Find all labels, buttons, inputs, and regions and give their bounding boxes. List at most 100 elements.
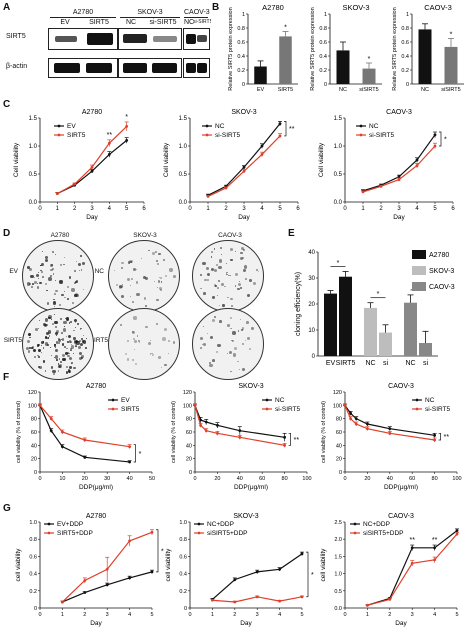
panel-label-e: E (288, 228, 295, 239)
chart-title: CAOV-3 (424, 3, 452, 12)
colony-dot (68, 340, 72, 343)
x-tick-label: 100 (302, 476, 311, 482)
colony-dot (64, 296, 66, 299)
colony-dot (230, 328, 232, 330)
colony-dot (44, 283, 47, 286)
legend-label: NC (275, 397, 285, 404)
colony-dot (52, 301, 57, 305)
x-tick-label: 2 (379, 206, 383, 212)
colony-dot (48, 316, 50, 319)
x-tick-label: 100 (452, 476, 461, 482)
colony-dot (83, 288, 85, 291)
colony-dot (30, 285, 33, 288)
colony-dot (234, 285, 237, 288)
blot-band-box-sirt5-a2780 (48, 28, 118, 50)
data-point (278, 122, 282, 125)
data-point (397, 175, 401, 179)
colony-dot (35, 274, 39, 278)
colony-dot (80, 354, 84, 358)
colony-dot (226, 271, 228, 274)
data-point (455, 532, 459, 536)
significance-mark: * (368, 56, 371, 63)
x-tick-label: 3 (397, 206, 401, 212)
colony-dot (240, 257, 244, 261)
y-tick-label: 1.0 (179, 520, 187, 526)
legend-marker (359, 133, 363, 137)
y-tick-label: 0.8 (29, 537, 37, 543)
significance-mark: ** (107, 132, 113, 139)
colony-dot (78, 356, 82, 360)
colony-dot (47, 330, 52, 334)
colony-dot (31, 346, 35, 349)
colony-dot (217, 287, 219, 289)
data-point (73, 182, 77, 186)
colony-dot (74, 282, 76, 285)
x-tick-label: 4 (260, 206, 264, 212)
y-tick-label: 0.2 (179, 589, 187, 595)
data-point (61, 430, 64, 434)
legend-marker (57, 124, 61, 128)
legend-marker (205, 133, 209, 137)
colony-dot (156, 298, 159, 302)
colony-dot (212, 318, 216, 322)
colony-dot (54, 305, 56, 307)
colony-dot (239, 286, 242, 289)
colony-dot (156, 286, 159, 289)
significance-bracket (284, 121, 287, 137)
colony-dot (67, 334, 72, 339)
x-axis-label: DDP(μg/ml) (79, 484, 113, 491)
y-tick-label: 0.2 (401, 68, 409, 74)
y-tick-label: 20 (31, 457, 37, 463)
colony-dot (158, 252, 161, 256)
data-point (83, 591, 87, 594)
x-tick-label: 0 (38, 206, 42, 212)
panel-label-g: G (3, 503, 11, 514)
x-tick-label: 0 (188, 612, 191, 618)
colony-dot (63, 325, 66, 328)
colony-dot (42, 346, 45, 349)
colony-dot (78, 340, 80, 343)
colony-dot (48, 315, 52, 319)
dish-row-label-sisirt5: siSIRT5 (85, 337, 108, 344)
colony-dot (113, 270, 115, 272)
colony-dot (137, 339, 141, 343)
colony-dot (119, 285, 123, 289)
data-point (260, 144, 264, 148)
colony-dot (121, 261, 124, 265)
significance-mark: * (444, 137, 447, 144)
x-tick-label: 3 (106, 612, 109, 618)
colony-dot (216, 294, 219, 297)
x-axis-label: Day (395, 620, 407, 627)
colony-dot (53, 356, 55, 358)
y-tick-label: 10 (308, 328, 315, 334)
colony-dot (131, 358, 135, 362)
data-point (366, 422, 369, 426)
legend-label: NC (425, 397, 435, 404)
significance-mark: ** (409, 537, 415, 544)
colony-dot (247, 336, 251, 340)
y-tick-label: 1.0 (334, 144, 343, 150)
legend-label: SKOV-3 (429, 268, 454, 275)
colony-dot (54, 343, 56, 346)
colony-dot (155, 251, 158, 254)
significance-mark: * (161, 548, 164, 555)
y-tick-label: 0.6 (29, 554, 37, 560)
colony-dot (75, 345, 77, 347)
data-point (193, 403, 197, 407)
colony-dot (147, 342, 151, 346)
colony-dot (234, 250, 236, 252)
legend-label: si-SIRT5 (369, 132, 395, 139)
y-tick-label: 0.6 (401, 40, 409, 46)
colony-dot (70, 363, 73, 365)
colony-dot (150, 340, 152, 342)
legend-marker (415, 407, 419, 411)
colony-dot (62, 357, 66, 361)
y-axis-label: Relative SIRT5 protein expression (310, 7, 316, 90)
data-point (199, 423, 203, 427)
colony-dot (56, 329, 59, 333)
data-point (255, 570, 259, 574)
colony-dot (73, 270, 77, 273)
x-axis-label: Day (393, 214, 405, 221)
y-tick-label: 0.5 (29, 172, 38, 178)
colony-dot (76, 341, 80, 345)
